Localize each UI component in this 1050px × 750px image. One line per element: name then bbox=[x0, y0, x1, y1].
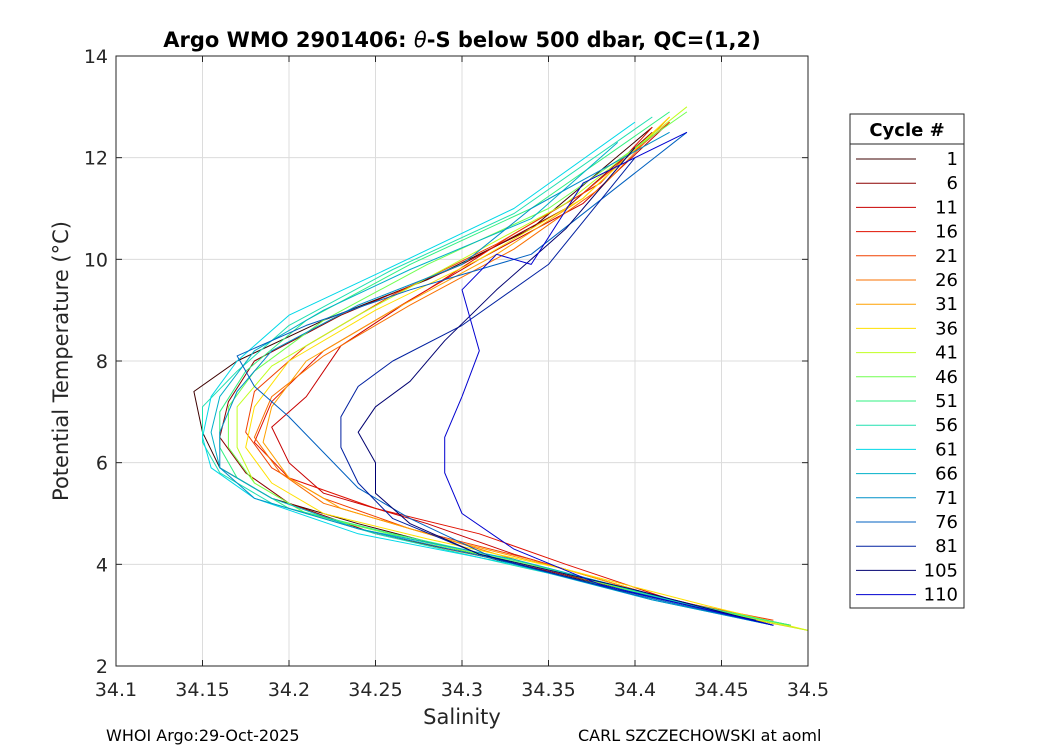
y-tick-label: 8 bbox=[96, 351, 108, 373]
legend-label-56: 56 bbox=[935, 415, 958, 436]
y-axis-ticks: 2 4 6 8 10 12 14 bbox=[84, 46, 808, 678]
series-layer bbox=[193, 106, 809, 631]
series-line-cycle-66 bbox=[210, 142, 774, 626]
y-axis-label: Potential Temperature (°C) bbox=[49, 221, 73, 501]
legend-label-46: 46 bbox=[935, 367, 958, 388]
legend-label-1: 1 bbox=[947, 149, 958, 170]
x-tick-label: 34.4 bbox=[614, 679, 656, 701]
y-tick-label: 10 bbox=[84, 249, 108, 271]
legend-label-51: 51 bbox=[935, 391, 958, 412]
legend-label-21: 21 bbox=[935, 246, 958, 267]
x-tick-label: 34.1 bbox=[95, 679, 137, 701]
x-tick-label: 34.45 bbox=[694, 679, 748, 701]
legend-label-16: 16 bbox=[935, 222, 958, 243]
series-line-cycle-76 bbox=[236, 131, 774, 626]
x-tick-label: 34.35 bbox=[521, 679, 575, 701]
series-line-cycle-81 bbox=[340, 157, 757, 621]
x-tick-label: 34.25 bbox=[348, 679, 402, 701]
legend-label-61: 61 bbox=[935, 439, 958, 460]
y-tick-label: 12 bbox=[84, 148, 108, 170]
series-line-cycle-36 bbox=[245, 116, 809, 631]
x-axis-label: Salinity bbox=[423, 705, 501, 729]
footer-author: CARL SZCZECHOWSKI at aoml bbox=[578, 726, 821, 745]
chart-title: Argo WMO 2901406: θ-S below 500 dbar, QC… bbox=[163, 28, 760, 52]
legend-label-41: 41 bbox=[935, 343, 958, 364]
x-tick-label: 34.5 bbox=[787, 679, 829, 701]
series-line-cycle-56 bbox=[202, 116, 774, 626]
series-line-cycle-110 bbox=[444, 131, 774, 626]
x-tick-label: 34.3 bbox=[441, 679, 483, 701]
y-tick-label: 6 bbox=[96, 453, 108, 475]
legend-label-66: 66 bbox=[935, 464, 958, 485]
legend-label-6: 6 bbox=[947, 173, 958, 194]
legend-label-76: 76 bbox=[935, 512, 958, 533]
x-tick-label: 34.15 bbox=[175, 679, 229, 701]
x-axis-ticks: 34.1 34.15 34.2 34.25 34.3 34.35 34.4 34.45 34.5 bbox=[95, 56, 829, 701]
y-tick-label: 4 bbox=[96, 554, 108, 576]
legend-label-71: 71 bbox=[935, 488, 958, 509]
legend-label-110: 110 bbox=[924, 585, 958, 606]
legend-label-26: 26 bbox=[935, 270, 958, 291]
series-line-cycle-105 bbox=[357, 147, 774, 626]
x-tick-label: 34.2 bbox=[268, 679, 310, 701]
legend: Cycle # 16111621263136414651566166717681… bbox=[849, 113, 965, 609]
legend-label-36: 36 bbox=[935, 318, 958, 339]
series-line-cycle-46 bbox=[227, 111, 791, 626]
legend-label-81: 81 bbox=[935, 536, 958, 557]
legend-label-11: 11 bbox=[935, 197, 958, 218]
legend-box bbox=[849, 113, 965, 609]
y-tick-label: 2 bbox=[96, 656, 108, 678]
y-tick-label: 14 bbox=[84, 46, 108, 68]
legend-title: Cycle # bbox=[869, 120, 944, 141]
legend-label-31: 31 bbox=[935, 294, 958, 315]
footer-source: WHOI Argo:29-Oct-2025 bbox=[106, 726, 300, 745]
legend-label-105: 105 bbox=[924, 560, 958, 581]
series-line-cycle-21 bbox=[245, 121, 774, 621]
